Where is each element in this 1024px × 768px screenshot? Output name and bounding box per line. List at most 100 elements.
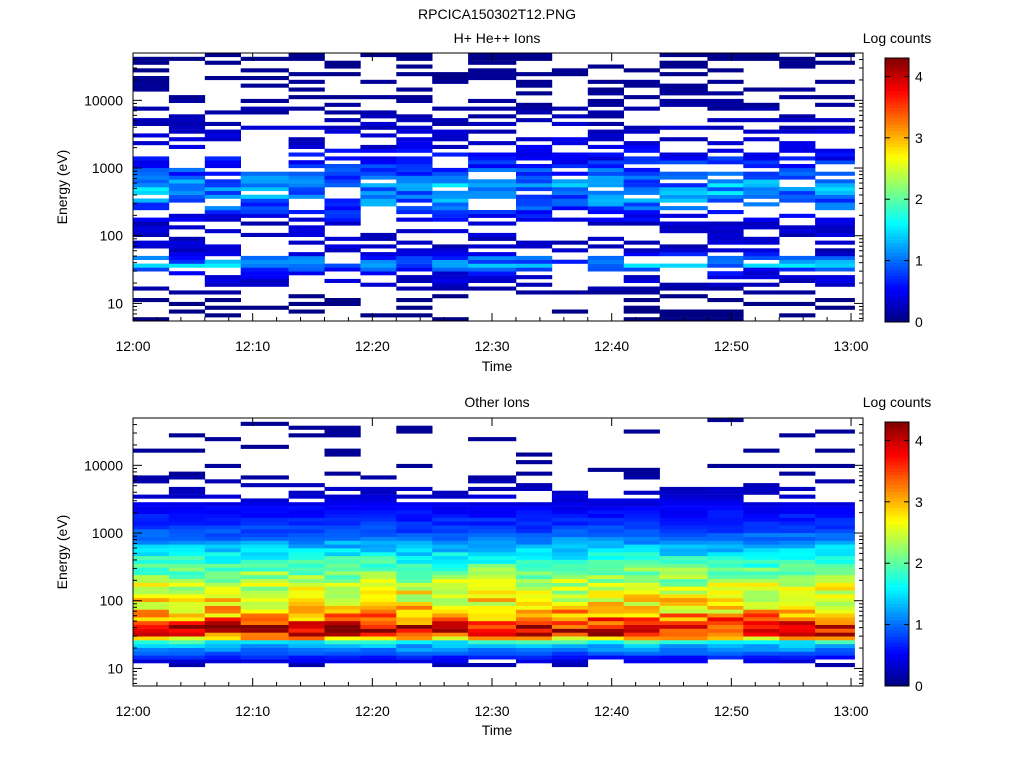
heatmap-cell	[623, 317, 660, 322]
heatmap-cell	[240, 506, 289, 511]
heatmap-cell	[288, 141, 325, 146]
heatmap-cell	[707, 525, 744, 530]
heatmap-cell	[288, 240, 325, 245]
y-axis-label: Energy (eV)	[54, 515, 70, 590]
heatmap-cell	[168, 552, 206, 557]
heatmap-cell	[324, 555, 361, 560]
heatmap-cell	[133, 636, 170, 641]
heatmap-cell	[659, 544, 708, 549]
heatmap-cell	[133, 190, 170, 195]
colorbar-segment	[885, 527, 909, 532]
heatmap-cell	[396, 578, 433, 583]
heatmap-cell	[204, 655, 241, 660]
heatmap-cell	[360, 620, 397, 625]
heatmap-cell	[551, 498, 589, 503]
heatmap-cell	[516, 263, 553, 268]
heatmap-cell	[468, 252, 517, 257]
colorbar-segment	[885, 107, 909, 112]
heatmap-cell	[551, 624, 589, 629]
heatmap-cell	[516, 525, 553, 530]
colorbar-segment	[885, 130, 909, 135]
colorbar-segment	[885, 127, 909, 131]
heatmap-cell	[516, 594, 553, 599]
heatmap-cell	[707, 628, 744, 633]
heatmap-cell	[240, 582, 289, 587]
heatmap-cell	[432, 229, 469, 234]
heatmap-cell	[551, 582, 589, 587]
heatmap-cell	[432, 601, 469, 606]
heatmap-cell	[168, 125, 206, 130]
heatmap-cell	[396, 64, 433, 69]
heatmap-cell	[815, 597, 855, 602]
heatmap-cell	[815, 601, 855, 606]
heatmap-cell	[587, 194, 624, 199]
colorbar-segment	[885, 262, 909, 267]
heatmap-cell	[168, 605, 206, 610]
heatmap-cell	[133, 506, 170, 511]
heatmap-cell	[707, 605, 744, 610]
heatmap-cell	[587, 183, 624, 188]
heatmap-cell	[288, 590, 325, 595]
heatmap-cell	[432, 183, 469, 188]
heatmap-cell	[324, 594, 361, 599]
heatmap-cell	[516, 471, 553, 476]
heatmap-cell	[360, 183, 397, 188]
heatmap-cell	[432, 620, 469, 625]
colorbar-segment	[885, 649, 909, 654]
heatmap-cell	[587, 624, 624, 629]
heatmap-cell	[779, 213, 816, 218]
panel-title: H+ He++ Ions	[454, 30, 541, 46]
heatmap-cell	[551, 529, 589, 534]
heatmap-cell	[324, 506, 361, 511]
heatmap-cell	[659, 221, 708, 226]
heatmap-cell	[779, 517, 816, 522]
heatmap-cell	[743, 448, 780, 453]
heatmap-cell	[623, 544, 660, 549]
heatmap-cell	[779, 529, 816, 534]
heatmap-cell	[779, 259, 816, 264]
heatmap-cell	[468, 575, 517, 580]
heatmap-cell	[133, 509, 170, 514]
heatmap-cell	[133, 513, 170, 518]
heatmap-cell	[396, 605, 433, 610]
colorbar-segment	[885, 236, 909, 240]
heatmap-cell	[324, 655, 361, 660]
heatmap-cell	[288, 194, 325, 199]
heatmap-cell	[324, 582, 361, 587]
heatmap-cell	[240, 559, 289, 564]
heatmap-cell	[240, 179, 289, 184]
heatmap-cell	[324, 452, 361, 457]
heatmap-cell	[133, 544, 170, 549]
heatmap-cell	[168, 651, 206, 656]
heatmap-cell	[133, 567, 170, 572]
colorbar-segment	[885, 547, 909, 552]
heatmap-cell	[288, 563, 325, 568]
heatmap-cell	[168, 525, 206, 530]
heatmap-cell	[743, 240, 780, 245]
heatmap-cell	[587, 244, 624, 249]
heatmap-cell	[396, 659, 433, 664]
heatmap-cell	[396, 298, 433, 303]
heatmap-cell	[623, 278, 660, 283]
heatmap-cell	[707, 578, 744, 583]
heatmap-cell	[240, 659, 289, 664]
heatmap-cell	[623, 605, 660, 610]
heatmap-cell	[468, 213, 517, 218]
heatmap-cell	[587, 575, 624, 580]
heatmap-cell	[396, 72, 433, 77]
heatmap-cell	[707, 490, 744, 495]
heatmap-cell	[587, 517, 624, 522]
heatmap-cell	[468, 594, 517, 599]
heatmap-cell	[240, 605, 289, 610]
x-tick-label: 13:00	[834, 703, 869, 719]
heatmap-cell	[623, 309, 660, 314]
heatmap-cell	[551, 663, 589, 668]
heatmap-cell	[516, 156, 553, 161]
heatmap-cell	[240, 171, 289, 176]
heatmap-cell	[779, 471, 816, 476]
heatmap-cell	[324, 471, 361, 476]
heatmap-cell	[659, 152, 708, 157]
heatmap-cell	[516, 555, 553, 560]
heatmap-cell	[432, 255, 469, 260]
colorbar-segment	[885, 636, 909, 641]
